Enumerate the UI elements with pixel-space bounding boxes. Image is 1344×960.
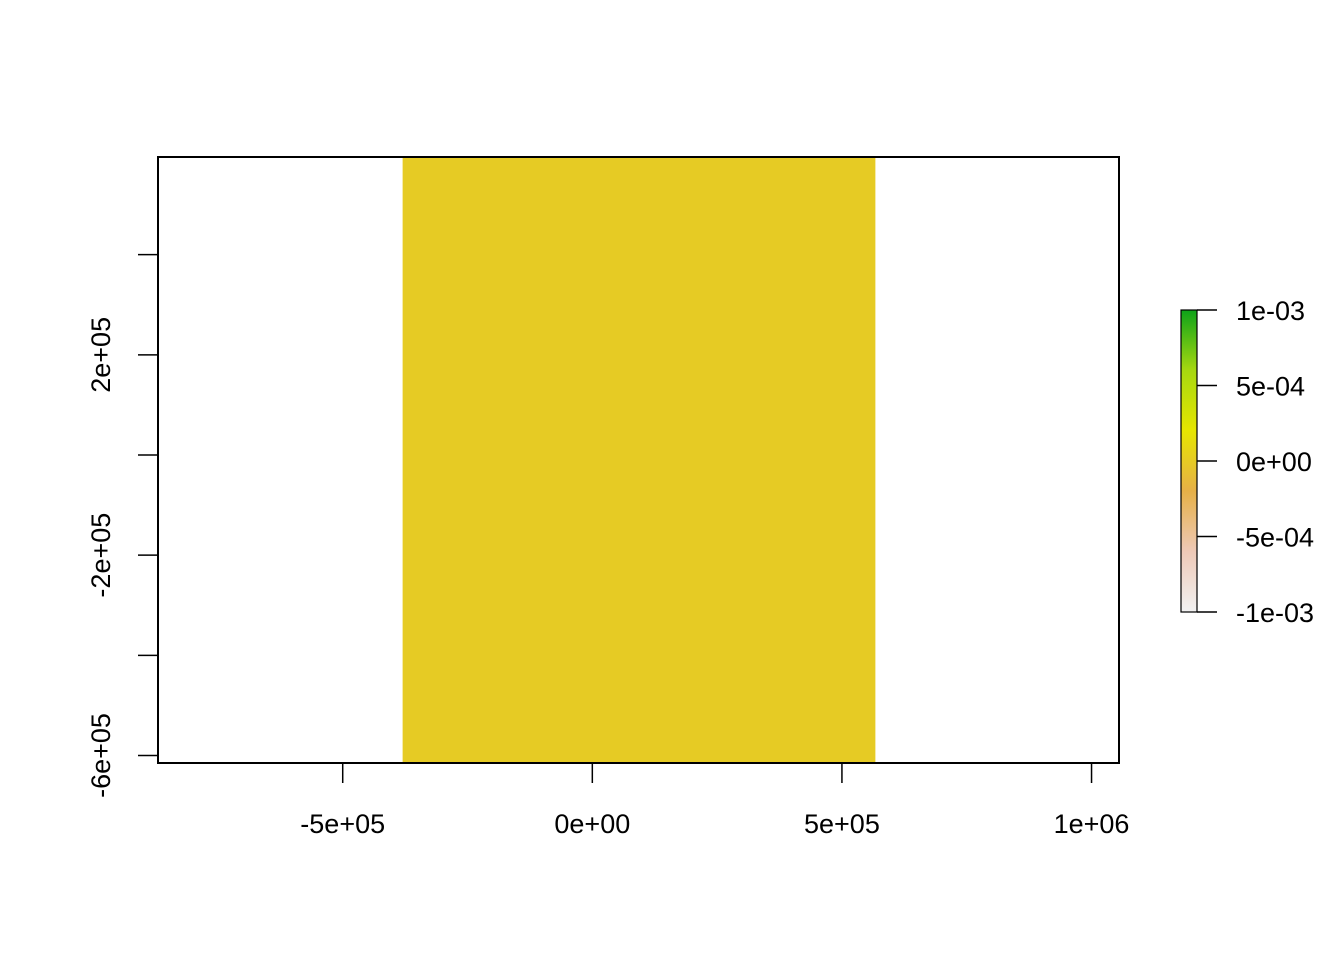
y-tick-label: 2e+05 <box>86 317 116 393</box>
legend-tick-label: 0e+00 <box>1236 447 1312 477</box>
color-legend: 1e-03 5e-04 0e+00 -5e-04 -1e-03 <box>1180 296 1314 628</box>
x-tick-label: 0e+00 <box>554 809 630 839</box>
legend-tick-label: -5e-04 <box>1236 523 1314 553</box>
legend-colorbar <box>1180 309 1198 613</box>
y-tick-label: -6e+05 <box>86 713 116 798</box>
legend-tick-label: -1e-03 <box>1236 598 1314 628</box>
raster-cells <box>402 157 876 763</box>
y-tick-label: -2e+05 <box>86 513 116 598</box>
x-tick-label: -5e+05 <box>300 809 385 839</box>
legend-tick-label: 5e-04 <box>1236 372 1305 402</box>
x-tick-label: 5e+05 <box>804 809 880 839</box>
legend-tick-label: 1e-03 <box>1236 296 1305 326</box>
x-axis: -5e+05 0e+00 5e+05 1e+06 <box>300 762 1130 839</box>
x-tick-label: 1e+06 <box>1054 809 1130 839</box>
y-axis: -6e+05 -2e+05 2e+05 <box>86 253 159 798</box>
raster-cell <box>402 157 876 763</box>
